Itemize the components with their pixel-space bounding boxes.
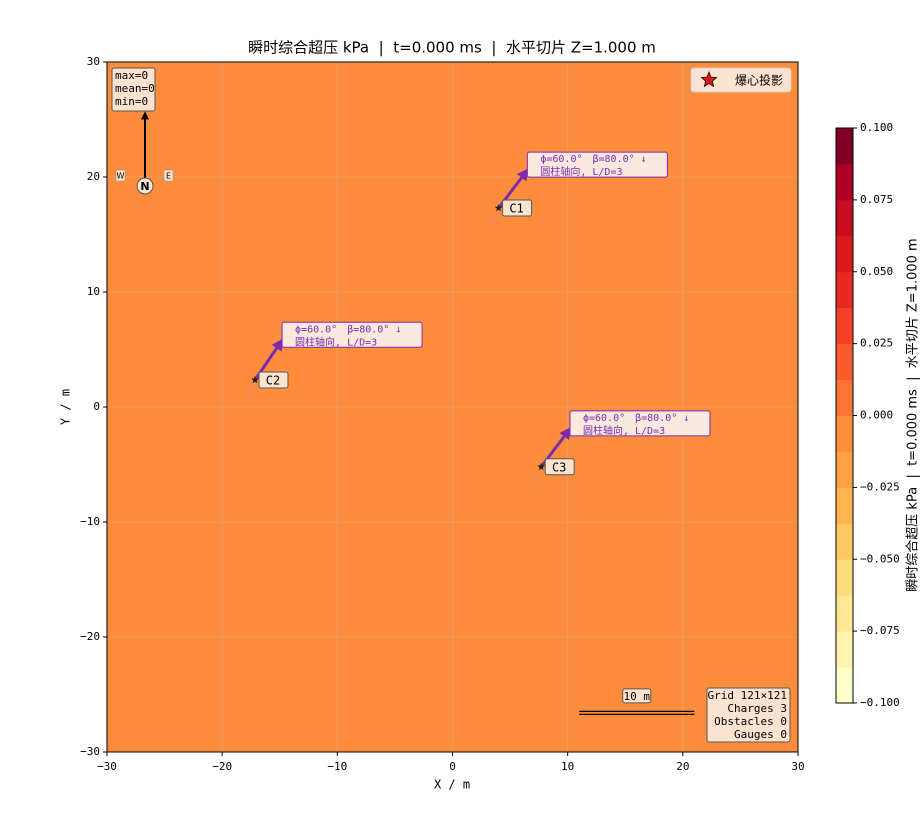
charge-label: C2 bbox=[266, 373, 280, 387]
x-tick-label: 10 bbox=[561, 760, 574, 773]
colorbar-band bbox=[836, 523, 853, 560]
x-tick-label: −20 bbox=[212, 760, 232, 773]
colorbar-band bbox=[836, 559, 853, 596]
colorbar-band bbox=[836, 379, 853, 416]
info-text: Charges 3 bbox=[727, 702, 787, 715]
charge-marker bbox=[251, 376, 259, 384]
colorbar-band bbox=[836, 451, 853, 488]
charge-marker bbox=[537, 462, 545, 470]
x-tick-label: −30 bbox=[97, 760, 117, 773]
scale-label-box bbox=[622, 688, 652, 704]
colorbar-tick-label: −0.025 bbox=[860, 480, 900, 493]
colorbar-band bbox=[836, 163, 853, 201]
projection-line bbox=[490, 207, 500, 227]
colorbar-band bbox=[836, 235, 853, 273]
colorbar-band bbox=[836, 199, 853, 237]
info-text: Gauges 0 bbox=[734, 728, 787, 741]
stats-text: mean=0 bbox=[115, 82, 155, 95]
note-text: ϕ=60.0° β=80.0° ↓ bbox=[295, 324, 401, 335]
note-box bbox=[281, 321, 423, 348]
colorbar-band bbox=[836, 271, 853, 309]
charge-label: C3 bbox=[552, 460, 566, 474]
plot-frame bbox=[106, 61, 799, 753]
note-box bbox=[526, 151, 668, 178]
legend-marker bbox=[700, 71, 718, 88]
compass-east-box bbox=[163, 169, 174, 182]
y-tick-label: 10 bbox=[87, 285, 100, 298]
colorbar-band bbox=[836, 595, 853, 632]
colorbar-tick-label: −0.050 bbox=[860, 552, 900, 565]
y-tick-label: −30 bbox=[80, 745, 100, 758]
note-text: 圆柱轴向, L/D=3 bbox=[295, 335, 377, 348]
x-tick-label: 30 bbox=[791, 760, 804, 773]
scale-label: 10 m bbox=[624, 690, 651, 703]
colorbar-tick-label: 0.075 bbox=[860, 193, 893, 206]
charge-label-box bbox=[258, 371, 289, 389]
stats-text: min=0 bbox=[115, 95, 148, 108]
colorbar-band bbox=[836, 415, 853, 452]
y-tick-label: 30 bbox=[87, 55, 100, 68]
charge-label-box bbox=[544, 458, 575, 476]
y-axis-label: Y / m bbox=[59, 389, 73, 425]
colorbar-band bbox=[836, 487, 853, 524]
y-tick-label: −10 bbox=[80, 515, 100, 528]
legend-box bbox=[690, 67, 792, 93]
x-axis-label: X / m bbox=[434, 778, 470, 792]
stats-box bbox=[111, 67, 156, 112]
colorbar-tick-label: 0.050 bbox=[860, 265, 893, 278]
note-box bbox=[569, 410, 711, 437]
projection-line bbox=[246, 379, 256, 399]
x-tick-label: −10 bbox=[327, 760, 347, 773]
stats-text: max=0 bbox=[115, 69, 148, 82]
info-text: Grid 121×121 bbox=[708, 689, 787, 702]
chart-title: 瞬时综合超压 kPa | t=0.000 ms | 水平切片 Z=1.000 m bbox=[248, 39, 656, 57]
compass-west: W bbox=[117, 172, 125, 181]
y-tick-label: 20 bbox=[87, 170, 100, 183]
note-text: 圆柱轴向, L/D=3 bbox=[583, 424, 665, 437]
legend-label: 爆心投影 bbox=[735, 73, 783, 88]
colorbar-band bbox=[836, 307, 853, 345]
colorbar-tick-label: −0.075 bbox=[860, 624, 900, 637]
y-tick-label: −20 bbox=[80, 630, 100, 643]
colorbar-label: 瞬时综合超压 kPa | t=0.000 ms | 水平切片 Z=1.000 m bbox=[906, 238, 921, 591]
note-text: ϕ=60.0° β=80.0° ↓ bbox=[540, 154, 646, 165]
y-tick-label: 0 bbox=[93, 400, 100, 413]
projection-line bbox=[532, 466, 542, 486]
info-text: Obstacles 0 bbox=[714, 715, 787, 728]
note-text: ϕ=60.0° β=80.0° ↓ bbox=[583, 413, 689, 424]
compass-north: N bbox=[140, 180, 149, 193]
colorbar-tick-label: 0.025 bbox=[860, 337, 893, 350]
charge-label-box bbox=[502, 199, 533, 217]
info-box bbox=[706, 687, 791, 743]
note-text: 圆柱轴向, L/D=3 bbox=[540, 165, 622, 178]
compass-circle bbox=[136, 177, 154, 195]
compass-east: E bbox=[166, 172, 171, 181]
compass-west-box bbox=[115, 169, 126, 182]
colorbar-band bbox=[836, 343, 853, 381]
contour-field bbox=[107, 62, 798, 752]
x-tick-label: 20 bbox=[676, 760, 689, 773]
colorbar-tick-label: −0.100 bbox=[860, 696, 900, 709]
colorbar-band bbox=[836, 128, 853, 165]
colorbar-tick-label: 0.000 bbox=[860, 409, 893, 422]
colorbar-band bbox=[836, 631, 853, 668]
colorbar-band bbox=[836, 667, 853, 704]
charge-label: C1 bbox=[509, 202, 523, 216]
x-tick-label: 0 bbox=[449, 760, 456, 773]
colorbar-tick-label: 0.100 bbox=[860, 121, 893, 134]
charge-marker bbox=[494, 204, 503, 212]
